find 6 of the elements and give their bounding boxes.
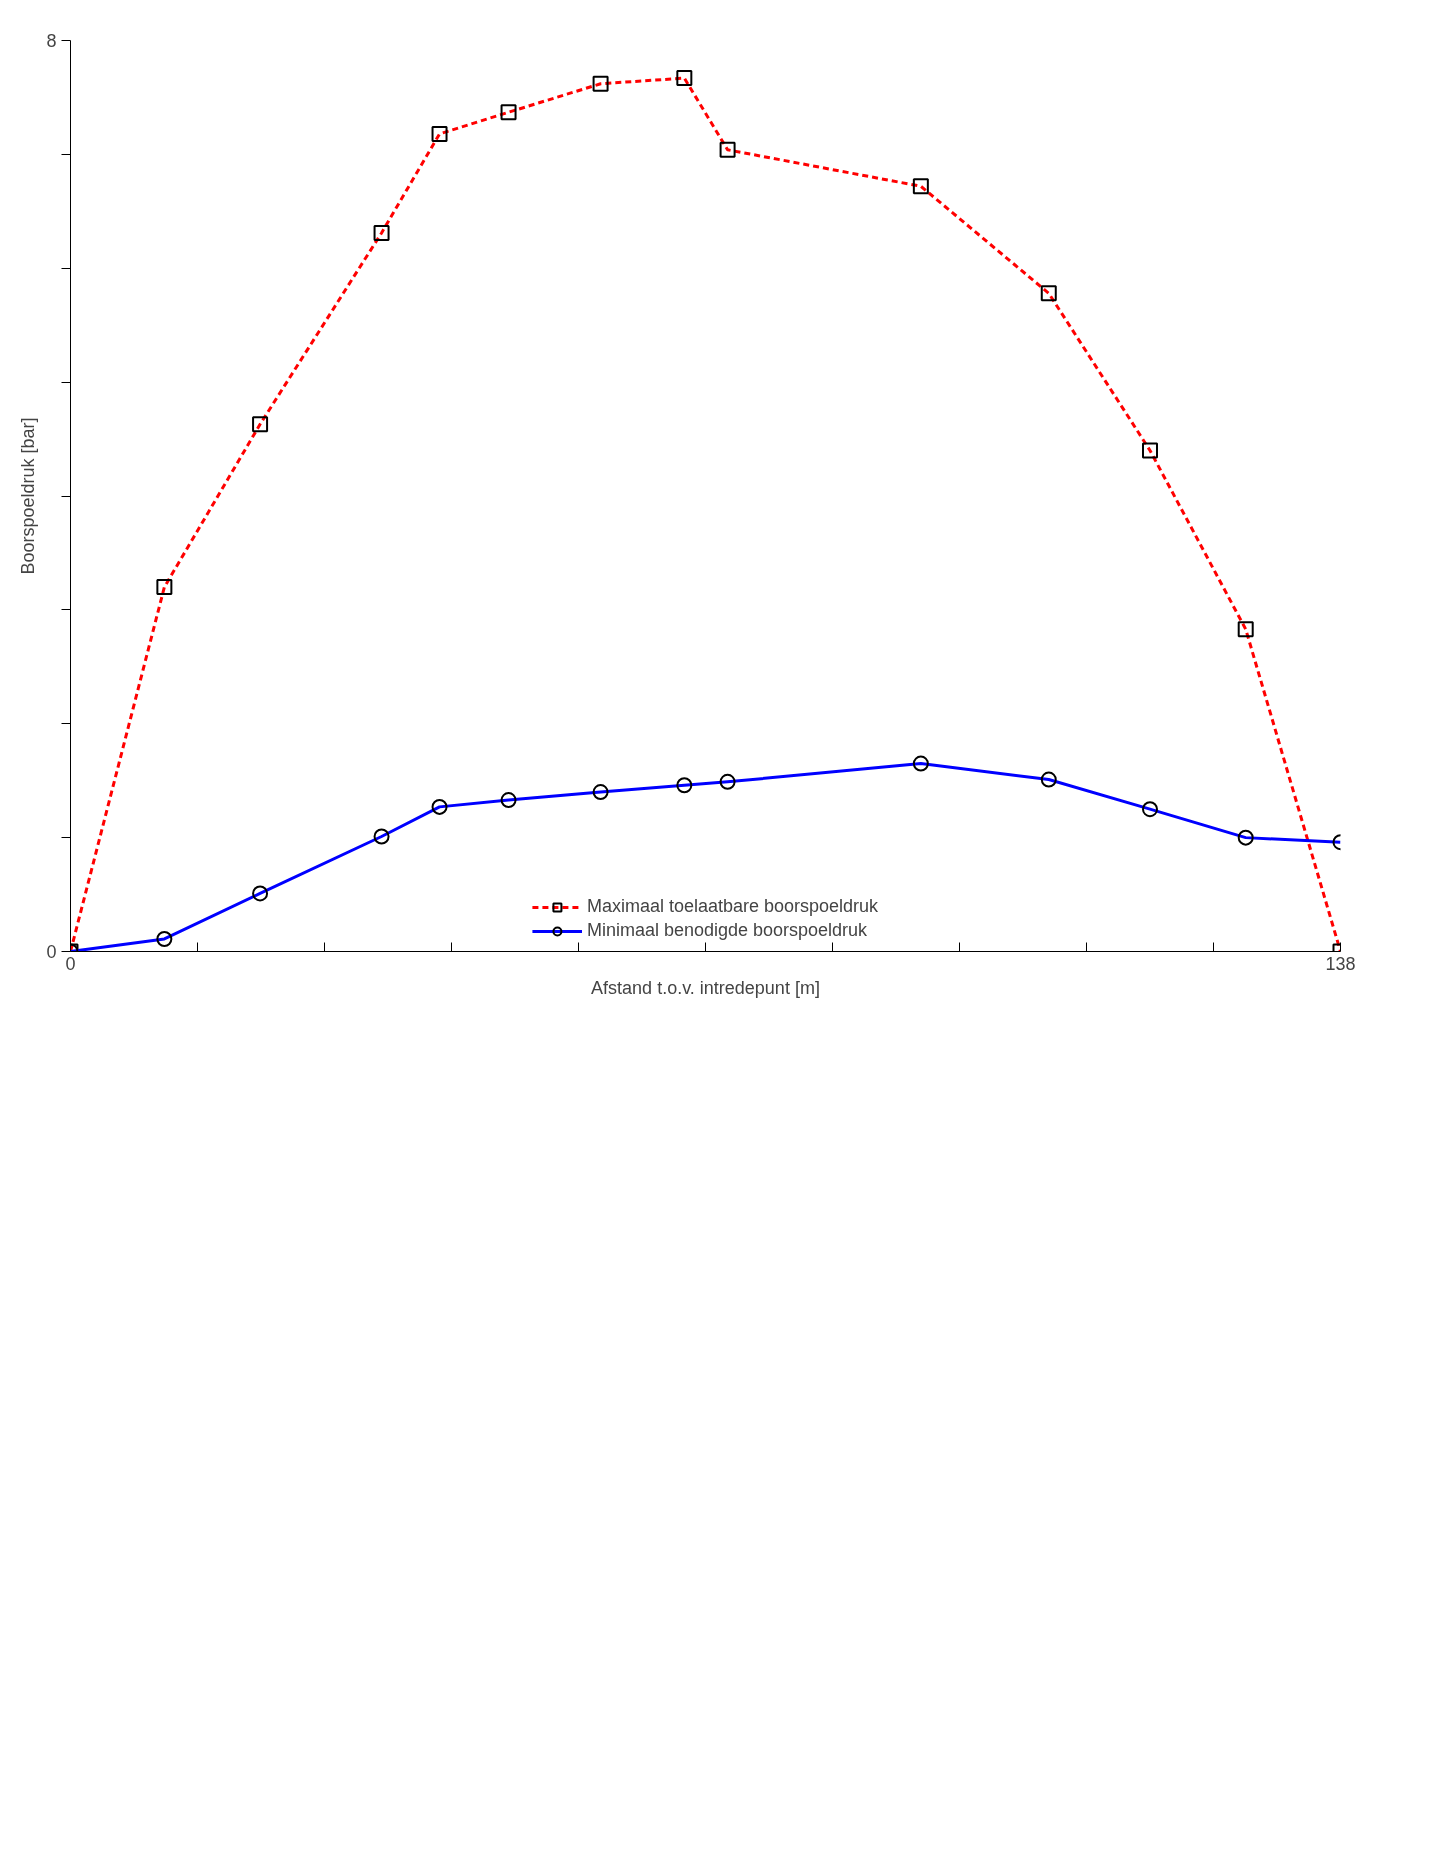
- legend-label: Maximaal toelaatbare boorspoeldruk: [586, 896, 879, 917]
- x-tick-label: 138: [1325, 953, 1356, 974]
- x-axis-title: Afstand t.o.v. intredepunt [m]: [591, 977, 820, 998]
- legend-label: Minimaal benodigde boorspoeldruk: [586, 920, 868, 941]
- y-axis-title: Boorspoeldruk [bar]: [18, 417, 39, 575]
- y-tick-label: 8: [46, 31, 57, 51]
